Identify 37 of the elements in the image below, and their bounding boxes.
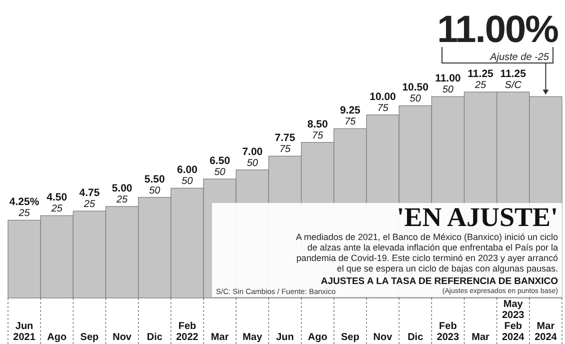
data-label: 9.25 75 <box>340 104 361 128</box>
text: 'EN AJUSTE' <box>396 202 558 232</box>
data-label: 4.50 25 <box>46 192 68 215</box>
data-label: 6.50 50 <box>210 154 230 178</box>
x-tick-label: Jun <box>276 332 294 343</box>
x-tick-label: Ago <box>47 332 67 343</box>
x-tick-label: May <box>242 332 263 343</box>
data-label: 5.50 50 <box>144 173 166 196</box>
data-label: 4.25% 25 <box>9 196 40 220</box>
data-label: 8.50 75 <box>307 118 328 142</box>
x-tick-label: Nov <box>373 332 393 343</box>
data-label: 11.00% Ajuste de -25 <box>437 9 558 63</box>
data-label: 11.25 S/C <box>500 68 526 91</box>
x-tick-label: May 2023 Feb 2024 <box>502 299 525 343</box>
x-tick-label: Dic <box>408 332 424 343</box>
data-label: 5.00 25 <box>112 182 132 206</box>
data-label: 10.00 75 <box>370 90 396 114</box>
data-label: 11.00 50 <box>435 72 461 96</box>
x-tick-label: Nov <box>112 332 132 343</box>
x-tick-label: Feb 2022 <box>176 321 199 343</box>
x-tick-label: Mar <box>210 332 229 343</box>
x-tick-label: Sep <box>341 332 360 343</box>
x-tick-label: Jun 2021 <box>13 321 36 343</box>
data-label: 4.75 25 <box>79 187 100 210</box>
x-tick-label: Mar 2024 <box>534 321 558 343</box>
x-tick-label: Mar <box>472 332 490 343</box>
data-label: 7.00 50 <box>242 146 263 169</box>
data-label: 7.75 75 <box>274 132 296 156</box>
text: A mediados de 2021, el Banco de México (Banxico) inició un ciclo de alzas ante la elevada inflación que enfrentaba el País por la pandemia de Covid-19. Este ciclo terminó en 2023 y ayer arrancó el que se espera un ciclo de bajas con algunas pausas. <box>296 232 558 274</box>
data-label: 10.50 50 <box>402 82 429 105</box>
x-tick-label: Sep <box>80 332 99 343</box>
data-label: 11.25 25 <box>468 68 494 91</box>
annotation: AJUSTES A LA TASA DE REFERENCIA DE BANXICO <box>320 276 558 287</box>
data-label: 6.00 50 <box>177 164 198 188</box>
x-tick-label: Feb 2023 <box>436 321 460 343</box>
x-tick-label: Dic <box>146 332 163 343</box>
x-tick-label: Ago <box>308 332 328 343</box>
